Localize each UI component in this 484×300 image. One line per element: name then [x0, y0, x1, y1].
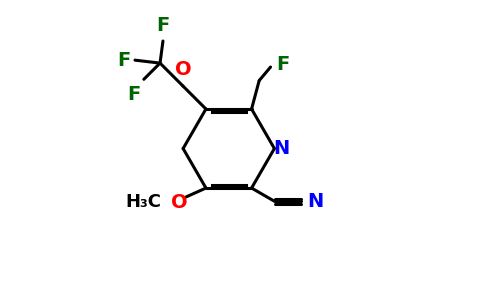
Text: H₃C: H₃C [126, 193, 162, 211]
Text: F: F [117, 51, 131, 70]
Text: N: N [307, 192, 324, 211]
Text: F: F [156, 16, 169, 34]
Text: F: F [128, 85, 141, 104]
Text: O: O [175, 60, 191, 79]
Text: O: O [171, 193, 188, 212]
Text: N: N [273, 139, 290, 158]
Text: F: F [276, 55, 290, 74]
